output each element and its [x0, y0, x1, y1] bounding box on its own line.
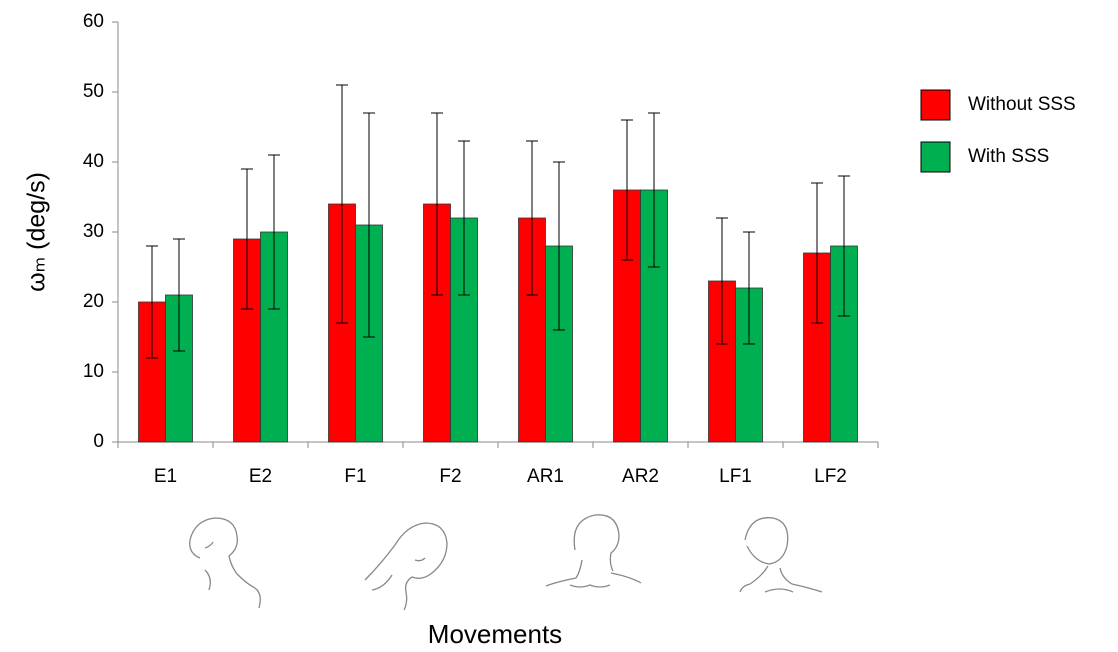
icon-flexion	[364, 522, 448, 611]
legend-swatch	[920, 141, 951, 173]
x-tick-label: LF1	[719, 466, 752, 487]
bar	[450, 217, 478, 443]
error-bar	[743, 231, 755, 345]
error-bar	[173, 238, 185, 352]
y-tick-label: 20	[83, 291, 104, 312]
error-bar	[716, 217, 728, 345]
y-tick-label: 30	[83, 221, 104, 242]
y-tick-label: 50	[83, 81, 104, 102]
y-tick-label: 60	[83, 11, 104, 32]
x-tick-label: AR2	[622, 466, 659, 487]
legend-swatch	[920, 89, 951, 121]
error-bar	[811, 182, 823, 324]
icon-rotation	[545, 514, 642, 588]
error-bar	[336, 84, 348, 324]
x-tick-label: E1	[154, 466, 177, 487]
movement-icons	[189, 514, 823, 611]
x-tick-label: LF2	[814, 466, 847, 487]
error-bar	[268, 154, 280, 310]
x-tick-label: AR1	[527, 466, 564, 487]
error-bar	[241, 168, 253, 310]
error-bar	[553, 161, 565, 331]
error-bar	[431, 112, 443, 296]
error-bar	[363, 112, 375, 338]
y-axis-label: ωₘ (deg/s)	[23, 172, 51, 292]
error-bar	[146, 245, 158, 359]
bar	[640, 189, 668, 443]
x-tick-label: E2	[249, 466, 272, 487]
icon-extension	[189, 517, 261, 609]
error-bar	[526, 140, 538, 296]
y-tick-label: 40	[83, 151, 104, 172]
icon-lateral-flexion	[739, 517, 823, 593]
error-bar	[458, 140, 470, 296]
x-tick-label: F1	[344, 466, 366, 487]
y-tick-label: 10	[83, 361, 104, 382]
x-axis-label: Movements	[428, 619, 562, 649]
error-bar	[838, 175, 850, 317]
error-bar	[648, 112, 660, 268]
legend-label: Without SSS	[968, 94, 1076, 115]
error-bar	[621, 119, 633, 261]
legend-label: With SSS	[968, 146, 1049, 167]
y-tick-label: 0	[93, 431, 104, 452]
x-tick-label: F2	[439, 466, 461, 487]
